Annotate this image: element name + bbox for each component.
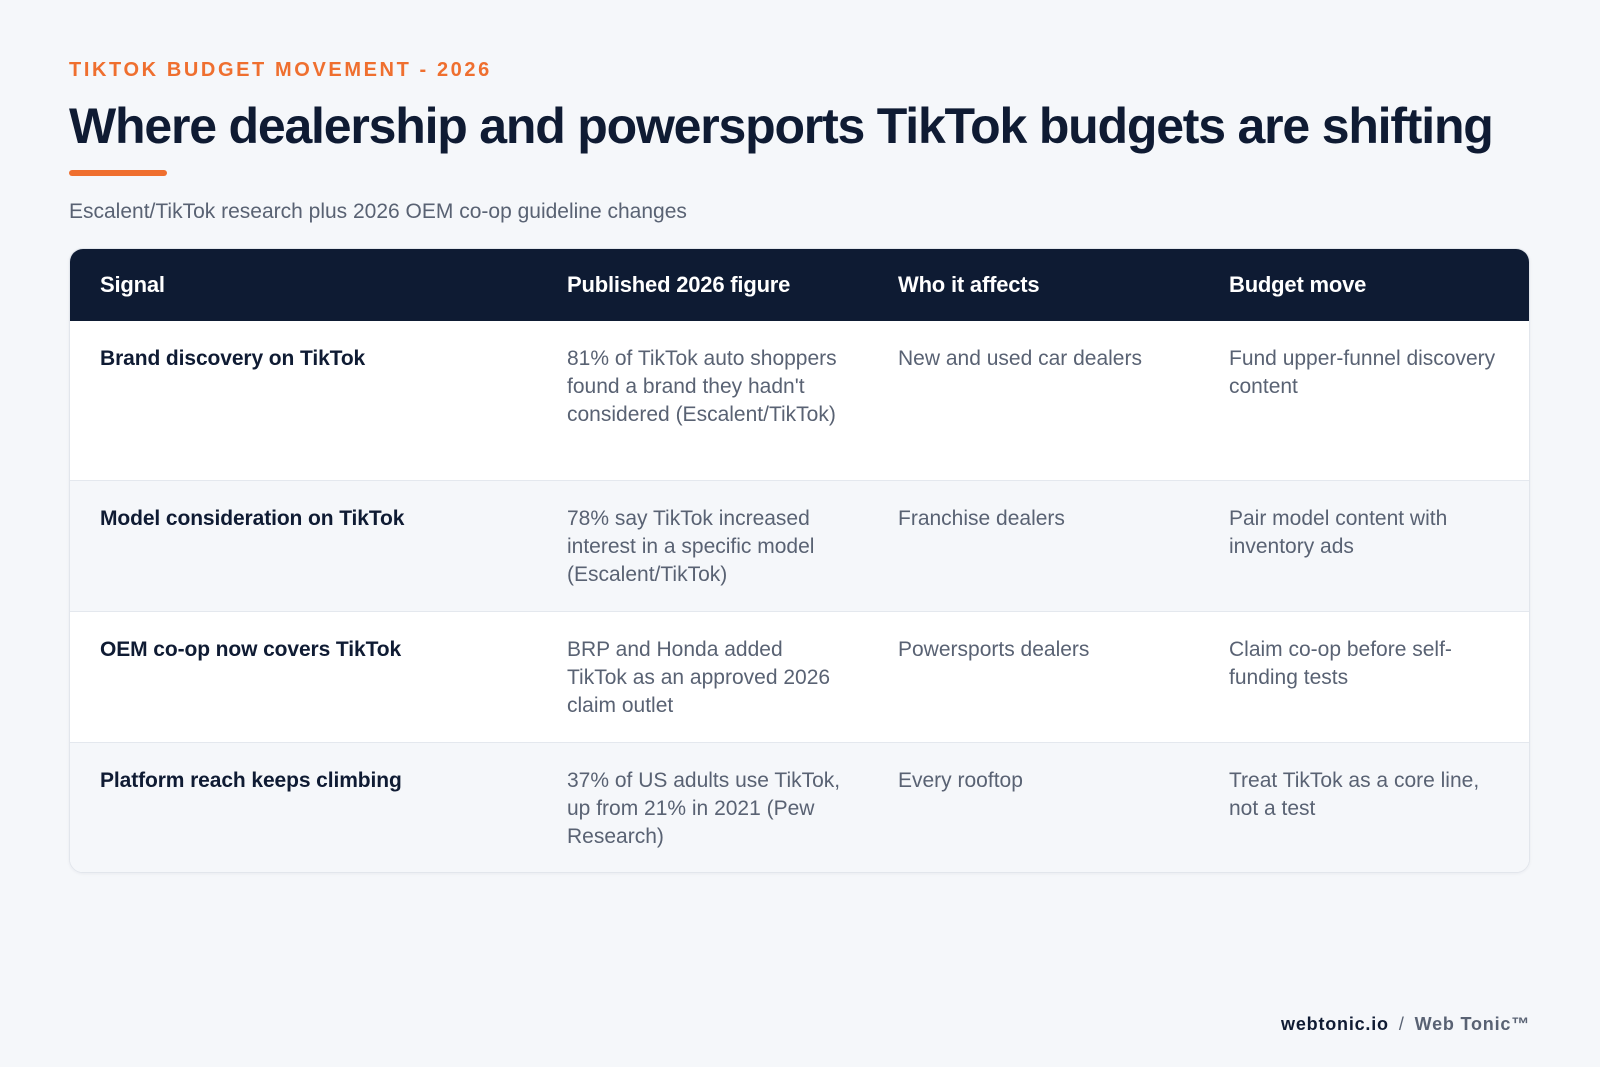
move-cell: Treat TikTok as a core line, not a test [1229,769,1480,820]
page-subtitle: Escalent/TikTok research plus 2026 OEM c… [69,200,687,223]
figure-cell: BRP and Honda added TikTok as an approve… [567,638,831,717]
column-header-affects: Who it affects [898,272,1040,297]
figure-cell: 81% of TikTok auto shoppers found a bran… [567,347,837,426]
move-cell: Claim co-op before self-funding tests [1229,638,1452,689]
table-row: Brand discovery on TikTok 81% of TikTok … [70,321,1529,480]
eyebrow-label: TIKTOK BUDGET MOVEMENT - 2026 [69,59,492,81]
affects-cell: Franchise dealers [898,507,1065,530]
page-title: Where dealership and powersports TikTok … [69,98,1494,154]
column-header-move: Budget move [1229,272,1367,297]
figure-cell: 37% of US adults use TikTok, up from 21%… [567,769,841,848]
table-row: Model consideration on TikTok 78% say Ti… [70,480,1529,611]
figure-cell: 78% say TikTok increased interest in a s… [567,507,815,586]
footer-brand: Web Tonic™ [1414,1014,1530,1034]
footer-credit: webtonic.io / Web Tonic™ [1281,1012,1530,1036]
affects-cell: New and used car dealers [898,347,1142,370]
table-row: Platform reach keeps climbing 37% of US … [70,742,1529,872]
signal-cell: OEM co-op now covers TikTok [100,638,402,661]
affects-cell: Every rooftop [898,769,1023,792]
footer-domain: webtonic.io [1281,1014,1389,1034]
budget-table: Signal Published 2026 figure Who it affe… [69,248,1530,873]
accent-underline [69,170,167,176]
signal-cell: Model consideration on TikTok [100,507,405,530]
signal-cell: Platform reach keeps climbing [100,769,402,792]
move-cell: Pair model content with inventory ads [1229,507,1448,558]
footer-separator: / [1398,1014,1405,1034]
page-header: TIKTOK BUDGET MOVEMENT - 2026 Where deal… [69,58,1530,226]
table-header: Signal Published 2026 figure Who it affe… [70,249,1529,321]
table-row: OEM co-op now covers TikTok BRP and Hond… [70,611,1529,742]
signal-cell: Brand discovery on TikTok [100,347,366,370]
column-header-figure: Published 2026 figure [567,272,791,297]
move-cell: Fund upper-funnel discovery content [1229,347,1496,398]
affects-cell: Powersports dealers [898,638,1090,661]
column-header-signal: Signal [100,272,165,297]
